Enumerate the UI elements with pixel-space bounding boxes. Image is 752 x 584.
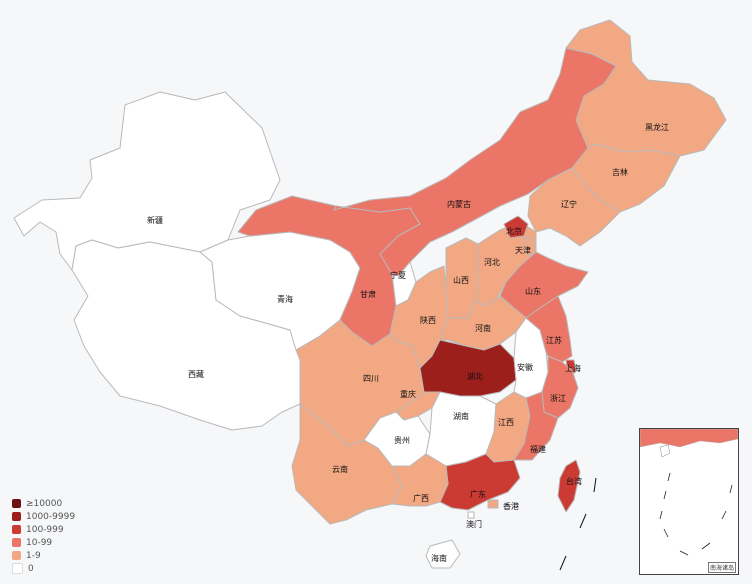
legend-label: 1-9 [26, 550, 41, 561]
province-label: 北京 [506, 226, 522, 236]
province-label: 辽宁 [561, 199, 577, 209]
province-label: 西藏 [188, 369, 204, 379]
province-region[interactable] [525, 295, 573, 363]
legend-label: 0 [28, 563, 34, 574]
province-label: 澳门 [466, 519, 482, 529]
legend-item[interactable]: 1000-9999 [12, 510, 75, 523]
province-label: 吉林 [612, 167, 628, 177]
legend-item[interactable]: 10-99 [12, 536, 75, 549]
legend-label: 1000-9999 [26, 511, 76, 522]
province-region[interactable] [513, 391, 559, 461]
province-label: 香港 [503, 501, 519, 511]
province-label: 福建 [530, 444, 546, 454]
inset-island [659, 444, 671, 458]
legend-item[interactable]: 0 [12, 562, 75, 575]
province-label: 河南 [475, 323, 491, 333]
province-label: 安徽 [517, 362, 533, 372]
province-region[interactable] [391, 453, 449, 507]
legend-item[interactable]: ≥10000 [12, 497, 75, 510]
province-label: 四川 [363, 374, 379, 383]
province-region[interactable] [487, 499, 499, 509]
legend-swatch [12, 525, 21, 534]
province-label: 浙江 [550, 393, 566, 403]
legend-swatch [12, 538, 21, 547]
legend: ≥10000 1000-9999 100-999 10-99 1-9 0 [12, 497, 75, 575]
province-region[interactable] [425, 539, 461, 569]
province-label: 广西 [413, 493, 429, 503]
province-region[interactable] [557, 459, 581, 513]
province-label: 上海 [565, 363, 581, 373]
legend-swatch [12, 512, 21, 521]
province-label: 陕西 [420, 315, 436, 325]
province-label: 新疆 [147, 215, 163, 225]
legend-label: 10-99 [26, 537, 53, 548]
province-label: 河北 [484, 257, 500, 267]
province-region[interactable] [467, 511, 475, 519]
legend-swatch [12, 563, 23, 574]
sea-boundary-dashes [559, 477, 597, 571]
province-label: 广东 [470, 489, 486, 499]
province-label: 黑龙江 [645, 122, 669, 132]
inset-dashes [659, 472, 733, 556]
province-label: 江苏 [546, 335, 562, 345]
province-label: 台湾 [566, 476, 582, 486]
inset-land [640, 429, 738, 448]
province-label: 甘肃 [360, 289, 376, 299]
province-label: 湖北 [467, 372, 483, 381]
province-label: 青海 [277, 294, 293, 304]
province-label: 山西 [453, 275, 469, 285]
legend-swatch [12, 499, 21, 508]
province-label: 天津 [515, 245, 531, 255]
province-label: 重庆 [400, 389, 416, 399]
province-region[interactable] [527, 167, 621, 247]
province-label: 贵州 [394, 435, 410, 445]
province-label: 内蒙古 [447, 199, 471, 209]
legend-item[interactable]: 100-999 [12, 523, 75, 536]
province-label: 云南 [332, 464, 348, 474]
province-label: 山东 [525, 286, 541, 296]
province-label: 宁夏 [390, 270, 406, 280]
province-region[interactable] [291, 403, 403, 525]
legend-label: 100-999 [26, 524, 64, 535]
legend-swatch [12, 551, 21, 560]
province-label: 海南 [431, 553, 447, 563]
legend-item[interactable]: 1-9 [12, 549, 75, 562]
south-china-sea-inset: 南海诸岛 [639, 428, 739, 575]
legend-label: ≥10000 [26, 498, 63, 509]
province-label: 江西 [498, 418, 514, 427]
province-label: 湖南 [453, 411, 469, 421]
inset-note: 南海诸岛 [707, 562, 736, 573]
province-region[interactable] [503, 215, 529, 239]
